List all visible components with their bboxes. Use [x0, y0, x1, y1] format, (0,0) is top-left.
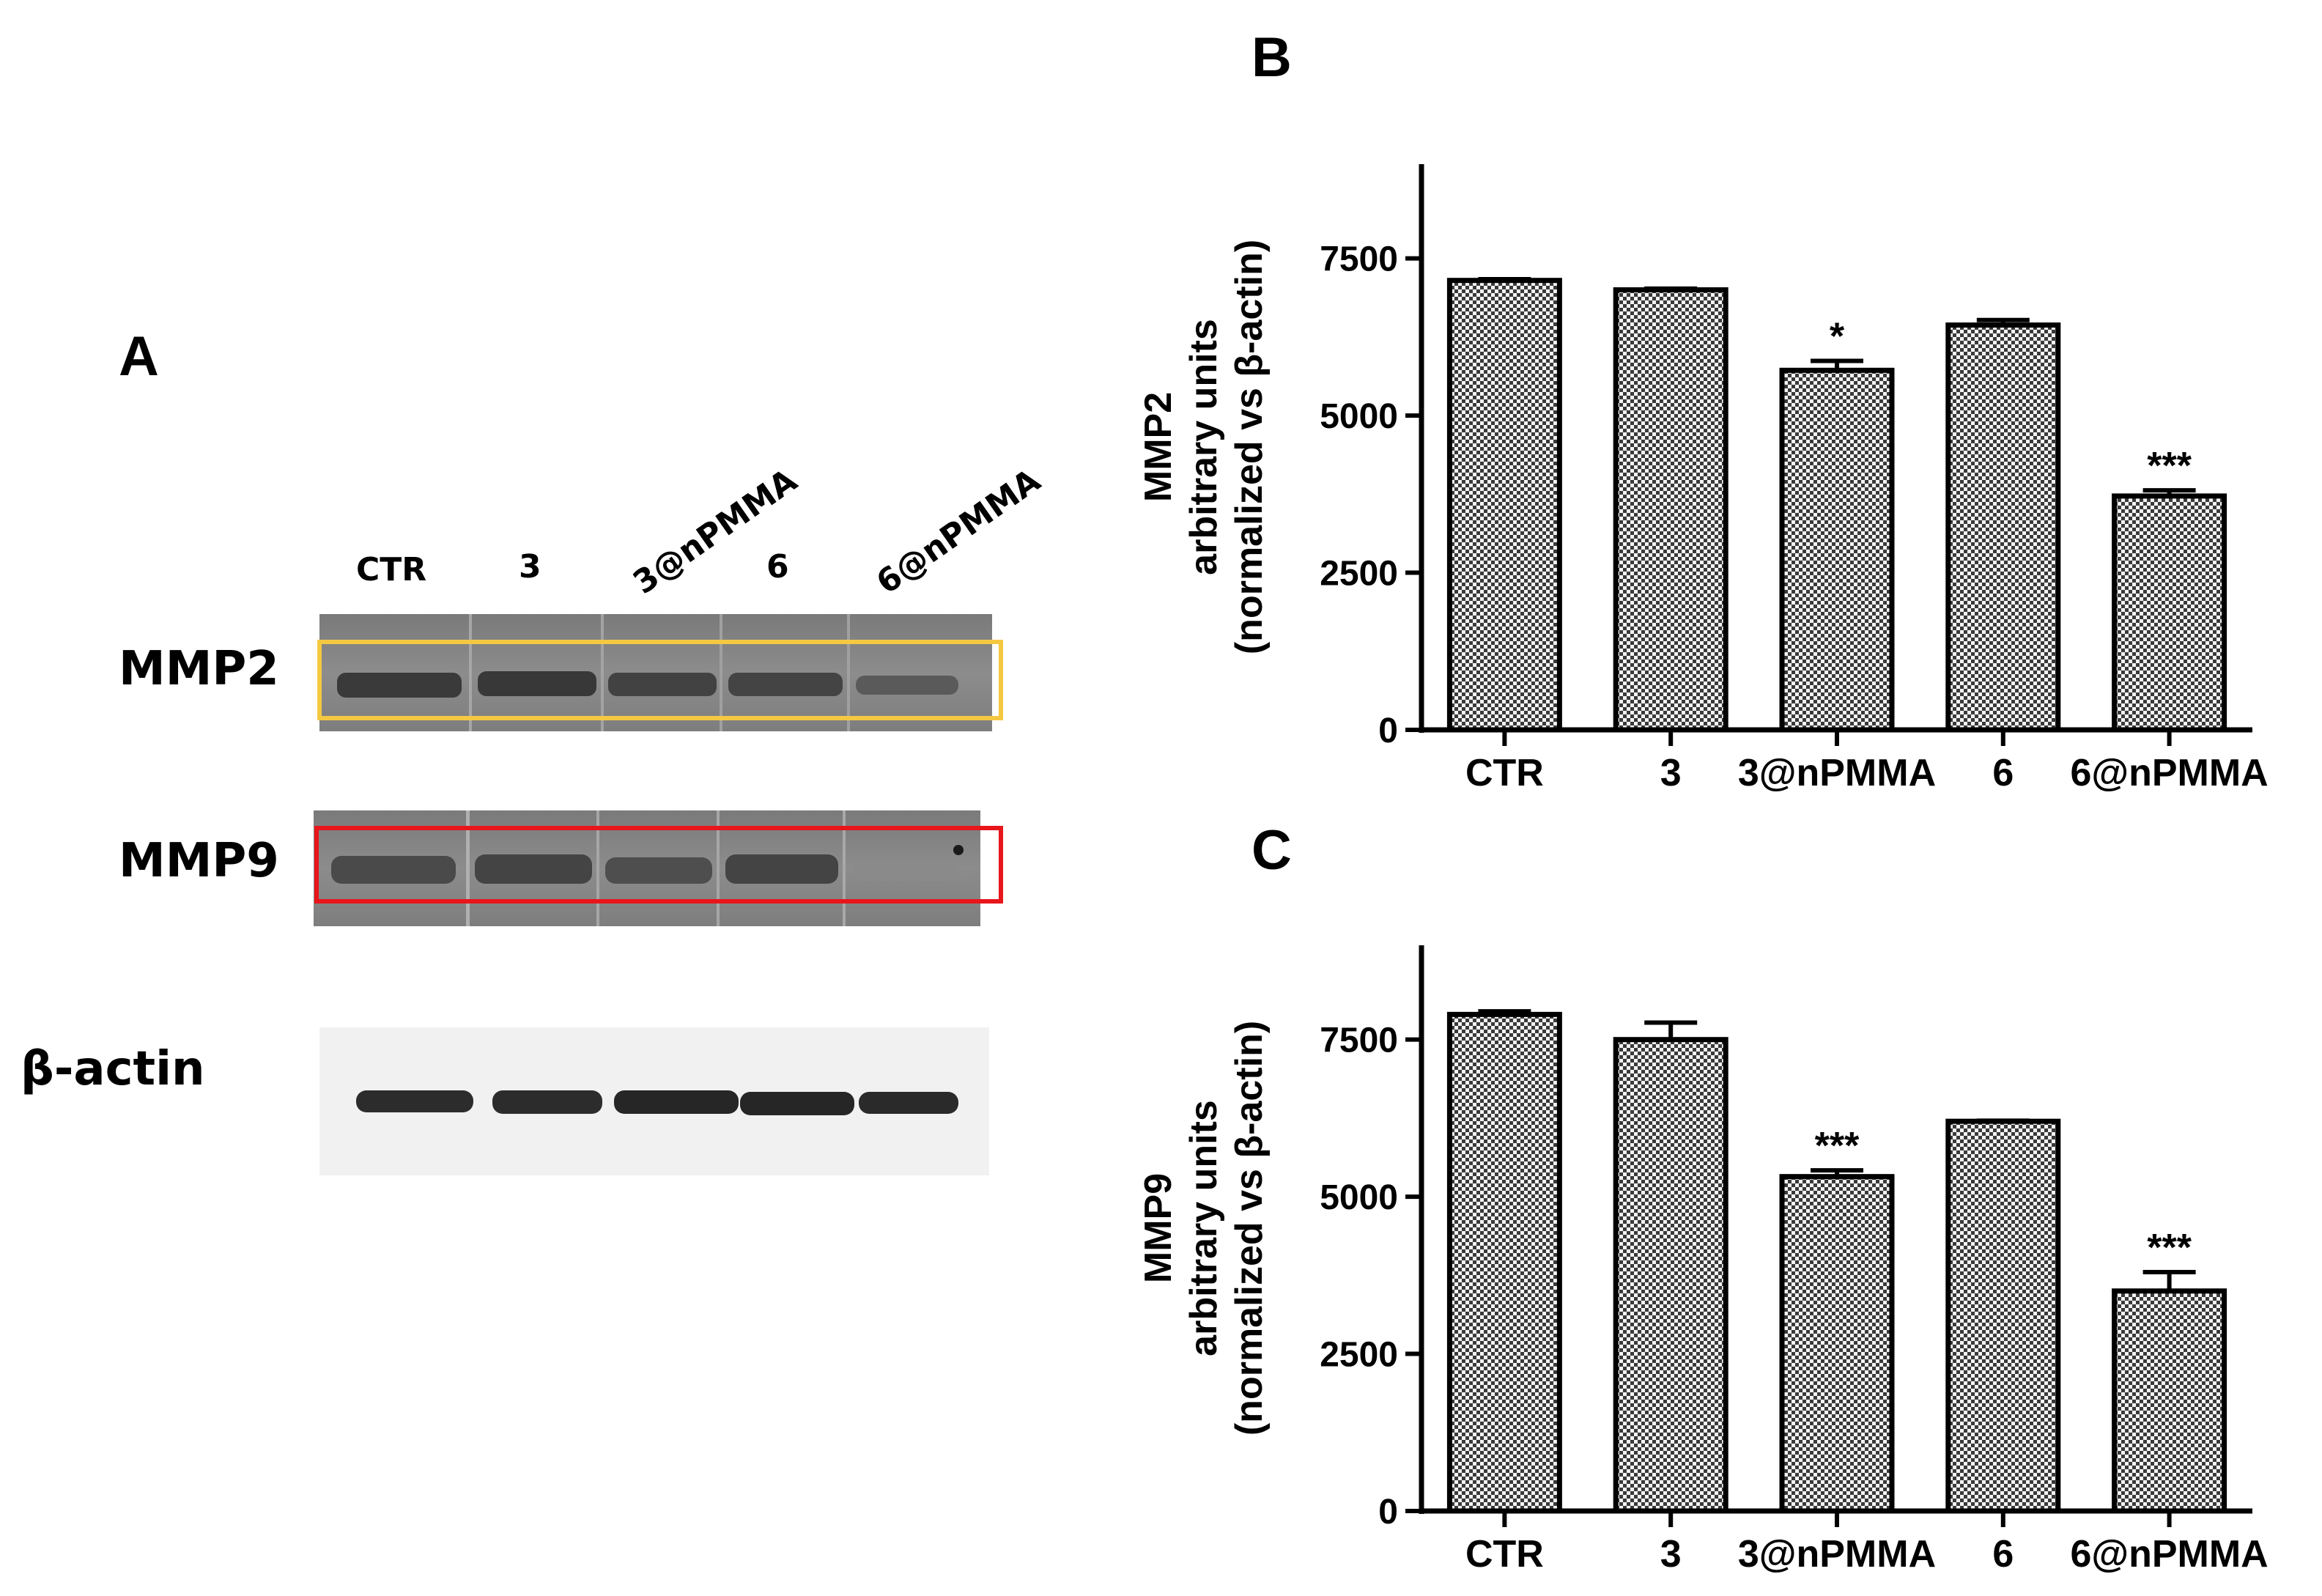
panel-letter: C	[1251, 819, 1292, 882]
lane-label-6-npmma: 6@nPMMA	[870, 462, 1047, 602]
western-blot-panel: A CTR 3 3@nPMMA 6 6@nPMMA MMP2 MMP9 β-ac…	[21, 325, 1047, 1175]
mmp2-highlight-box	[317, 640, 1003, 720]
bar	[1779, 1174, 1895, 1514]
bar	[2112, 1288, 2227, 1514]
panel-letter: B	[1251, 26, 1292, 89]
band	[492, 1090, 602, 1114]
blot-mmp9	[314, 810, 1003, 926]
x-tick-label: 3@nPMMA	[1738, 1533, 1936, 1575]
x-tick-label: 3@nPMMA	[1738, 752, 1936, 794]
lane-label-ctr: CTR	[356, 551, 426, 588]
x-tick-label: 6@nPMMA	[2070, 1533, 2268, 1575]
band	[608, 673, 717, 696]
band	[337, 673, 462, 698]
bar	[1945, 322, 2061, 733]
y-tick-label: 7500	[1320, 240, 1398, 279]
band	[331, 856, 456, 884]
y-axis-label: (normalized vs β-actin)	[1228, 1021, 1271, 1436]
bar	[1945, 1118, 2061, 1514]
bar	[1613, 1037, 1728, 1514]
band	[478, 671, 596, 696]
bar	[1446, 278, 1562, 733]
significance-marker: *	[1830, 315, 1845, 358]
y-axis-label: (normalized vs β-actin)	[1228, 240, 1271, 654]
row-label-mmp9: MMP9	[119, 834, 279, 888]
lane-label-3: 3	[519, 548, 541, 585]
band	[854, 862, 957, 881]
x-tick-label: CTR	[1465, 1533, 1544, 1575]
y-tick-label: 2500	[1320, 1336, 1398, 1375]
significance-marker: ***	[1815, 1125, 1860, 1167]
blot-mmp2	[317, 614, 1003, 731]
band	[356, 1090, 473, 1112]
x-tick-label: 6	[1992, 1533, 2014, 1575]
chart-mmp9: C MMP9 arbitrary units (normalized vs β-act…	[1137, 819, 2269, 1575]
lane-label-6: 6	[766, 548, 789, 585]
x-tick-label: 3	[1660, 752, 1682, 794]
band	[475, 854, 592, 884]
chart-mmp2: B MMP2 arbitrary units (normalized vs β-act…	[1137, 26, 2269, 794]
band	[859, 1092, 958, 1114]
band	[740, 1092, 854, 1115]
band	[605, 857, 712, 884]
bar	[1446, 1011, 1562, 1514]
y-axis-label: arbitrary units	[1183, 1100, 1225, 1356]
y-axis-label: MMP9	[1137, 1173, 1180, 1283]
y-tick-label: 7500	[1320, 1021, 1398, 1060]
x-tick-label: 6@nPMMA	[2070, 752, 2268, 794]
band	[728, 673, 843, 696]
y-axis-label: arbitrary units	[1183, 319, 1225, 575]
y-tick-label: 5000	[1320, 397, 1398, 436]
bar	[2112, 493, 2227, 733]
y-tick-label: 2500	[1320, 555, 1398, 594]
y-tick-label: 0	[1378, 1493, 1398, 1532]
panel-letter-a: A	[119, 325, 159, 388]
band	[614, 1090, 739, 1114]
mmp9-highlight-box	[314, 826, 1003, 904]
blot-beta-actin	[319, 1027, 989, 1175]
bar	[1779, 367, 1895, 733]
y-axis-label: MMP2	[1137, 392, 1180, 502]
row-label-mmp2: MMP2	[119, 642, 279, 696]
x-tick-label: 6	[1992, 752, 2014, 794]
band	[725, 854, 838, 884]
y-tick-label: 0	[1378, 712, 1398, 750]
row-label-beta-actin: β-actin	[21, 1042, 205, 1096]
x-tick-label: CTR	[1465, 752, 1544, 794]
significance-marker: ***	[2147, 1227, 2192, 1269]
x-tick-label: 3	[1660, 1533, 1682, 1575]
y-tick-label: 5000	[1320, 1178, 1398, 1217]
band	[856, 676, 958, 695]
significance-marker: ***	[2147, 445, 2192, 487]
bar	[1613, 287, 1728, 733]
